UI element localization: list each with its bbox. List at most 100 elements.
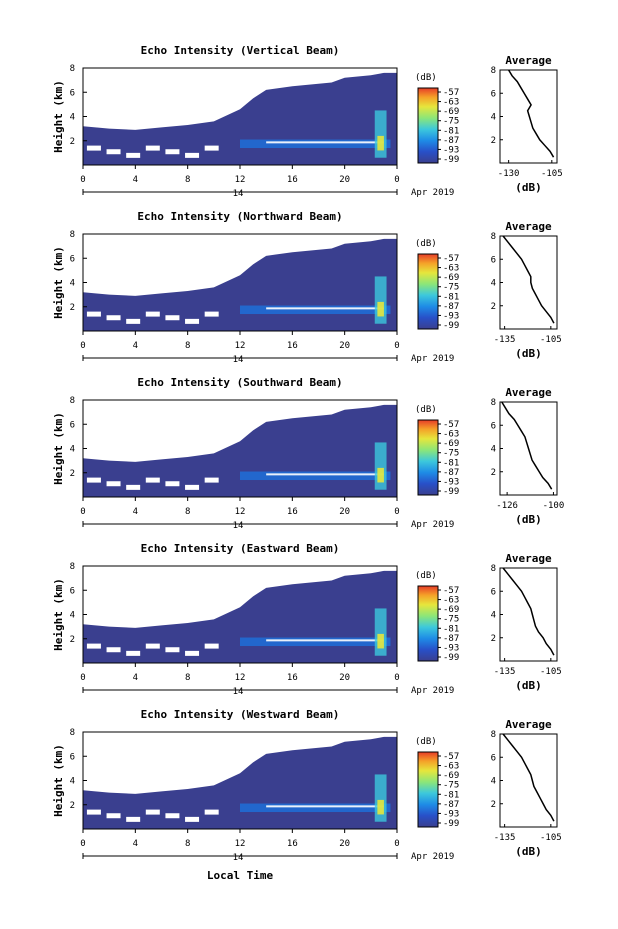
y-tick-label: 8 bbox=[70, 396, 75, 406]
convective-core bbox=[377, 135, 384, 151]
missing-data-gap bbox=[165, 647, 180, 653]
convective-column bbox=[374, 774, 387, 822]
average-x-tick-label: -130 bbox=[498, 169, 520, 179]
x-tick-label: 8 bbox=[185, 839, 190, 849]
x-tick-label: 20 bbox=[339, 341, 350, 351]
missing-data-gap bbox=[86, 311, 101, 317]
colorbar-tick-label: -93 bbox=[443, 643, 459, 653]
x-tick-label: 12 bbox=[235, 341, 246, 351]
average-xlabel: (dB) bbox=[515, 347, 542, 360]
x-tick-label: 0 bbox=[80, 839, 85, 849]
missing-data-gap bbox=[126, 816, 141, 822]
missing-data-gap bbox=[145, 145, 160, 151]
y-tick-label: 6 bbox=[70, 88, 75, 98]
bright-band-line bbox=[266, 473, 384, 476]
average-x-tick-label: -135 bbox=[494, 667, 516, 677]
convective-column bbox=[374, 276, 387, 324]
enhanced-echo-layer bbox=[240, 637, 391, 647]
y-tick-label: 6 bbox=[70, 420, 75, 430]
y-tick-label: 6 bbox=[70, 752, 75, 762]
date-label: 14 bbox=[233, 687, 244, 697]
echo-field bbox=[83, 238, 397, 331]
y-tick-label: 2 bbox=[70, 137, 75, 147]
colorbar-tick-label: -87 bbox=[443, 136, 459, 146]
enhanced-echo-layer bbox=[240, 803, 391, 813]
y-tick-label: 4 bbox=[70, 113, 75, 123]
average-profile-line bbox=[501, 401, 553, 490]
average-x-tick-label: -135 bbox=[494, 833, 516, 843]
y-axis-label: Height (km) bbox=[52, 744, 65, 817]
average-x-tick-label: -105 bbox=[540, 667, 562, 677]
convective-core bbox=[377, 633, 384, 649]
missing-data-gap bbox=[126, 484, 141, 490]
colorbar-tick-label: -93 bbox=[443, 311, 459, 321]
x-tick-label: 20 bbox=[339, 507, 350, 517]
x-tick-label: 8 bbox=[185, 341, 190, 351]
average-profile-line bbox=[502, 567, 555, 656]
missing-data-gap bbox=[145, 477, 160, 483]
x-tick-label: 0 bbox=[80, 341, 85, 351]
missing-data-gap bbox=[86, 145, 101, 151]
missing-data-gap bbox=[165, 315, 180, 321]
missing-data-gap bbox=[185, 816, 200, 822]
month-label: Apr 2019 bbox=[411, 354, 454, 364]
y-tick-label: 8 bbox=[70, 728, 75, 738]
missing-data-gap bbox=[86, 643, 101, 649]
colorbar-tick-label: -87 bbox=[443, 468, 459, 478]
colorbar-tick-label: -99 bbox=[443, 819, 459, 829]
colorbar-label: (dB) bbox=[415, 405, 437, 415]
average-y-tick-label: 6 bbox=[491, 89, 496, 99]
missing-data-gap bbox=[185, 484, 200, 490]
y-tick-label: 4 bbox=[70, 611, 75, 621]
average-y-tick-label: 4 bbox=[491, 279, 496, 289]
average-title: Average bbox=[505, 220, 552, 233]
missing-data-gap bbox=[86, 477, 101, 483]
colorbar-tick-label: -93 bbox=[443, 145, 459, 155]
missing-data-gap bbox=[145, 643, 160, 649]
colorbar-tick-label: -81 bbox=[443, 790, 459, 800]
x-tick-label: 12 bbox=[235, 175, 246, 185]
missing-data-gap bbox=[185, 650, 200, 656]
missing-data-gap bbox=[185, 318, 200, 324]
y-axis-label: Height (km) bbox=[52, 412, 65, 485]
colorbar-tick-label: -87 bbox=[443, 800, 459, 810]
x-tick-label: 12 bbox=[235, 673, 246, 683]
colorbar-tick-label: -75 bbox=[443, 283, 459, 293]
y-tick-label: 6 bbox=[70, 586, 75, 596]
panels-group: Echo Intensity (Vertical Beam) 2 4 6 8 Height… bbox=[52, 44, 564, 863]
x-tick-label: 4 bbox=[133, 839, 138, 849]
average-title: Average bbox=[505, 386, 552, 399]
month-label: Apr 2019 bbox=[411, 520, 454, 530]
colorbar-label: (dB) bbox=[415, 571, 437, 581]
average-y-tick-label: 4 bbox=[491, 113, 496, 123]
colorbar-tick-label: -69 bbox=[443, 439, 459, 449]
colorbar-tick-label: -57 bbox=[443, 254, 459, 264]
colorbar-tick-label: -57 bbox=[443, 88, 459, 98]
x-tick-label: 20 bbox=[339, 175, 350, 185]
average-y-tick-label: 8 bbox=[491, 232, 496, 242]
x-tick-label: 4 bbox=[133, 341, 138, 351]
missing-data-gap bbox=[126, 318, 141, 324]
colorbar-tick-label: -99 bbox=[443, 155, 459, 165]
echo-field bbox=[83, 404, 397, 497]
x-tick-label: 16 bbox=[287, 673, 298, 683]
missing-data-gap bbox=[126, 650, 141, 656]
colorbar-tick-label: -75 bbox=[443, 615, 459, 625]
colorbar-tick-label: -81 bbox=[443, 292, 459, 302]
missing-data-gap bbox=[106, 481, 121, 487]
y-axis-label: Height (km) bbox=[52, 80, 65, 153]
average-profile-line bbox=[502, 733, 555, 822]
x-tick-label: 0 bbox=[394, 839, 399, 849]
x-tick-label: 0 bbox=[80, 507, 85, 517]
x-tick-label: 0 bbox=[394, 175, 399, 185]
colorbar-tick-label: -63 bbox=[443, 98, 459, 108]
colorbar bbox=[417, 253, 439, 330]
x-tick-label: 12 bbox=[235, 507, 246, 517]
x-tick-label: 0 bbox=[80, 673, 85, 683]
colorbar-tick-label: -75 bbox=[443, 117, 459, 127]
x-tick-label: 4 bbox=[133, 507, 138, 517]
missing-data-gap bbox=[204, 477, 219, 483]
average-xlabel: (dB) bbox=[515, 513, 542, 526]
average-title: Average bbox=[505, 718, 552, 731]
convective-core bbox=[377, 799, 384, 815]
